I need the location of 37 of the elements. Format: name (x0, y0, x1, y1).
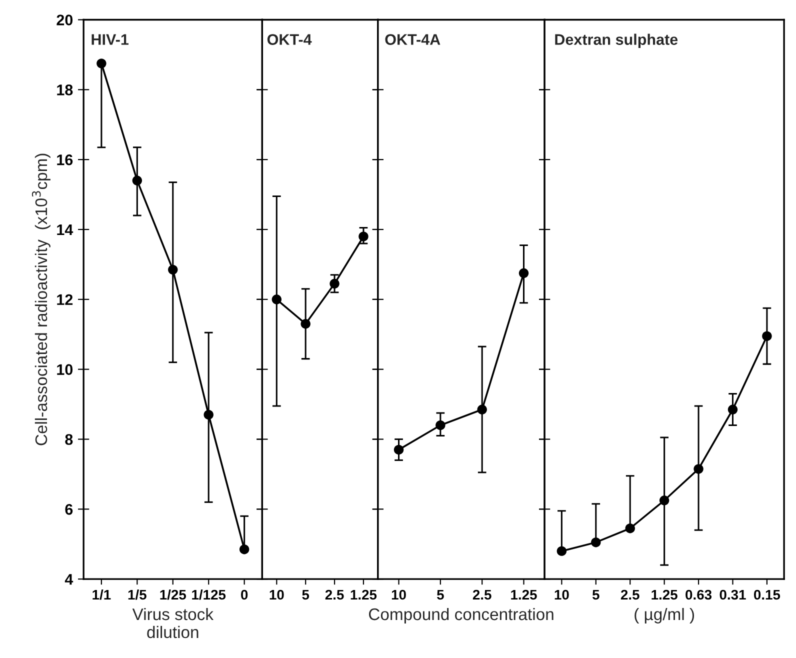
y-tick-label: 20 (56, 14, 73, 26)
x-tick-label: 1/125 (192, 589, 226, 600)
x-tick-label: 2.5 (472, 590, 492, 600)
x-tick-label: 5 (436, 590, 444, 600)
x-tick-label: 1/25 (160, 589, 186, 600)
y-tick-label: 4 (64, 574, 74, 585)
text: HIV-1 (92, 34, 129, 45)
x-tick-label: 0.15 (754, 590, 780, 600)
text: OKT-4A (385, 34, 440, 45)
y-tick-label: 12 (57, 294, 73, 305)
x-tick-label: 10 (270, 590, 284, 600)
x-tick-label: 10 (554, 590, 569, 600)
x-tick-label: 5 (302, 590, 310, 600)
y-tick-label: 14 (57, 224, 74, 236)
x-tick-label: 2.5 (325, 590, 344, 600)
x-tick-label: 1.25 (511, 590, 537, 600)
y-tick-label: 10 (57, 364, 73, 375)
x-tick-label: 0.63 (686, 590, 712, 600)
text: Dextran sulphate (555, 34, 678, 48)
y-tick-label: 8 (65, 434, 73, 445)
y-tick-label: 6 (65, 504, 73, 515)
x-tick-label: 5 (592, 590, 600, 600)
x-tick-label: 1/1 (92, 589, 111, 600)
text: OKT-4 (267, 34, 312, 45)
x-tick-label: 1.25 (652, 590, 678, 600)
x-tick-label: 0 (241, 590, 248, 600)
y-tick-label: 16 (57, 154, 73, 166)
x-axis-title: Virus stock dilution (132, 608, 214, 638)
x-tick-label: 0.31 (720, 590, 746, 600)
x-tick-label: 10 (392, 590, 406, 600)
y-tick-label: 18 (57, 84, 73, 96)
x-tick-label: 2.5 (620, 590, 640, 600)
y-axis-title: Cell-associated radioactivity (x10$^{3}$cpm) (32, 154, 50, 446)
x-axis-title: ( µg/ml ) (634, 608, 694, 624)
x-tick-label: 1.25 (350, 590, 377, 600)
x-tick-label: 1/5 (128, 589, 146, 600)
x-axis-title: Compound concentration (369, 608, 554, 624)
